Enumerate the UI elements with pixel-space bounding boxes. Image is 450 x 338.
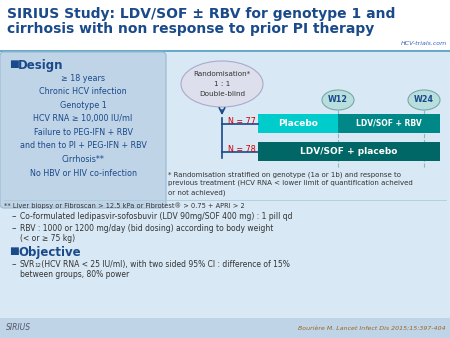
Text: No HBV or HIV co-infection: No HBV or HIV co-infection	[30, 169, 136, 177]
Text: –: –	[12, 260, 17, 269]
Text: * Randomisation stratified on genotype (1a or 1b) and response to: * Randomisation stratified on genotype (…	[168, 171, 401, 177]
Text: between groups, 80% power: between groups, 80% power	[20, 270, 129, 279]
Text: Placebo: Placebo	[278, 119, 318, 128]
Text: cirrhosis with non response to prior PI therapy: cirrhosis with non response to prior PI …	[7, 22, 374, 36]
Text: (HCV RNA < 25 IU/ml), with two sided 95% CI : difference of 15%: (HCV RNA < 25 IU/ml), with two sided 95%…	[39, 260, 290, 269]
Text: –: –	[12, 212, 17, 221]
Text: ≥ 18 years: ≥ 18 years	[61, 74, 105, 83]
Text: SVR: SVR	[20, 260, 36, 269]
Text: W24: W24	[414, 96, 434, 104]
FancyBboxPatch shape	[0, 318, 450, 338]
Text: SIRIUS: SIRIUS	[6, 323, 31, 333]
FancyBboxPatch shape	[258, 114, 338, 133]
Text: ■: ■	[9, 59, 19, 69]
Text: HCV-trials.com: HCV-trials.com	[401, 41, 447, 46]
Text: –: –	[12, 224, 17, 233]
Text: Chronic HCV infection: Chronic HCV infection	[39, 88, 127, 97]
Text: 12: 12	[34, 263, 41, 268]
FancyBboxPatch shape	[0, 52, 166, 208]
Text: Objective: Objective	[18, 246, 81, 259]
Text: Cirrhosis**: Cirrhosis**	[62, 155, 104, 164]
Text: or not achieved): or not achieved)	[168, 189, 225, 195]
Text: Design: Design	[18, 59, 63, 72]
Text: HCV RNA ≥ 10,000 IU/ml: HCV RNA ≥ 10,000 IU/ml	[33, 115, 133, 123]
Text: Failure to PEG-IFN + RBV: Failure to PEG-IFN + RBV	[33, 128, 132, 137]
Text: N = 77: N = 77	[228, 117, 256, 126]
Text: Co-formulated ledipasvir-sofosbuvir (LDV 90mg/SOF 400 mg) : 1 pill qd: Co-formulated ledipasvir-sofosbuvir (LDV…	[20, 212, 292, 221]
Text: N = 78: N = 78	[228, 145, 256, 154]
Text: LDV/SOF + placebo: LDV/SOF + placebo	[300, 147, 398, 156]
FancyBboxPatch shape	[338, 114, 440, 133]
Text: Bourière M. Lancet Infect Dis 2015;15:397-404: Bourière M. Lancet Infect Dis 2015;15:39…	[298, 325, 446, 331]
Text: Randomisation*: Randomisation*	[194, 71, 251, 77]
Text: 1 : 1: 1 : 1	[214, 81, 230, 87]
Text: (< or ≥ 75 kg): (< or ≥ 75 kg)	[20, 234, 75, 243]
FancyBboxPatch shape	[0, 50, 450, 52]
Text: ** Liver biopsy or Fibroscan > 12.5 kPa or Fibrotest® > 0.75 + APRI > 2: ** Liver biopsy or Fibroscan > 12.5 kPa …	[4, 202, 245, 209]
FancyBboxPatch shape	[258, 142, 440, 161]
FancyBboxPatch shape	[0, 0, 450, 52]
Text: ■: ■	[9, 246, 19, 256]
Text: LDV/SOF + RBV: LDV/SOF + RBV	[356, 119, 422, 128]
Text: Double-blind: Double-blind	[199, 91, 245, 97]
Text: RBV : 1000 or 1200 mg/day (bid dosing) according to body weight: RBV : 1000 or 1200 mg/day (bid dosing) a…	[20, 224, 274, 233]
Ellipse shape	[408, 90, 440, 110]
Text: W12: W12	[328, 96, 348, 104]
Ellipse shape	[181, 61, 263, 107]
Text: and then to PI + PEG-IFN + RBV: and then to PI + PEG-IFN + RBV	[19, 142, 146, 150]
Ellipse shape	[322, 90, 354, 110]
Text: Genotype 1: Genotype 1	[59, 101, 106, 110]
Text: SIRIUS Study: LDV/SOF ± RBV for genotype 1 and: SIRIUS Study: LDV/SOF ± RBV for genotype…	[7, 7, 396, 21]
Text: previous treatment (HCV RNA < lower limit of quantification acheived: previous treatment (HCV RNA < lower limi…	[168, 180, 413, 187]
